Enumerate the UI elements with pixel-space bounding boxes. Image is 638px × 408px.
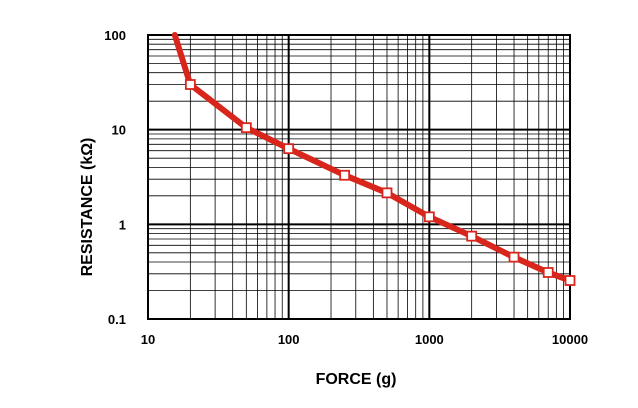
data-point-marker (466, 230, 478, 242)
y-tick-label: 10 (112, 123, 126, 138)
data-point-marker (508, 251, 520, 263)
data-point-marker (184, 79, 196, 90)
data-point-marker (283, 143, 295, 155)
data-point-marker (240, 122, 252, 134)
series-line (171, 32, 573, 284)
series-layer (171, 32, 576, 286)
data-point-marker (564, 275, 576, 286)
y-tick-label: 1 (119, 217, 126, 232)
data-point-marker (381, 187, 393, 199)
plot-frame (147, 34, 571, 320)
y-tick-label: 0.1 (108, 312, 126, 327)
minor-gridlines (148, 35, 570, 319)
x-tick-label: 10 (141, 332, 155, 347)
x-axis-title: FORCE (g) (316, 371, 397, 388)
y-axis-title: RESISTANCE (kΩ) (79, 138, 96, 277)
x-tick-label: 1000 (415, 332, 444, 347)
data-point-marker (339, 169, 351, 181)
x-tick-label: 10000 (552, 332, 588, 347)
major-gridlines (148, 35, 570, 319)
x-tick-label: 100 (278, 332, 300, 347)
y-tick-label: 100 (104, 28, 126, 43)
data-point-marker (423, 211, 435, 223)
data-point-marker (542, 267, 554, 278)
x-tick-labels: 10 100 1000 10000 (141, 332, 588, 347)
y-tick-labels: 100 10 1 0.1 (104, 28, 126, 327)
